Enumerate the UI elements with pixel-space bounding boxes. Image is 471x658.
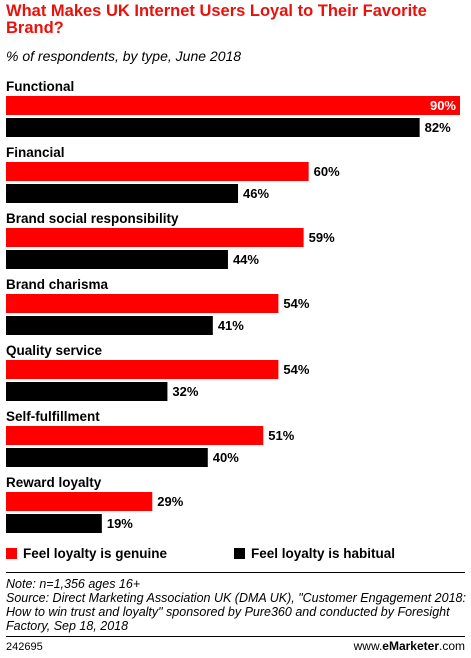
bar-genuine-functional — [6, 96, 460, 115]
bar-habitual-functional — [6, 118, 420, 137]
legend: Feel loyalty is genuine Feel loyalty is … — [6, 546, 466, 564]
legend-item-genuine: Feel loyalty is genuine — [6, 546, 167, 561]
chart-subtitle: % of respondents, by type, June 2018 — [6, 48, 242, 64]
brand-url: www.eMarketer.com — [354, 639, 465, 653]
value-label-habitual-functional: 82% — [425, 120, 451, 135]
divider-bottom — [6, 636, 465, 637]
bar-habitual-reward-loyalty — [6, 514, 102, 533]
bar-genuine-quality-service — [6, 360, 279, 379]
value-label-genuine-quality-service: 54% — [283, 362, 309, 377]
value-label-genuine-brand-charisma: 54% — [283, 296, 309, 311]
bar-habitual-brand-social-responsibility — [6, 250, 228, 269]
value-label-habitual-brand-social-responsibility: 44% — [233, 252, 259, 267]
legend-label-habitual: Feel loyalty is habitual — [251, 546, 396, 561]
notes: Note: n=1,356 ages 16+ Source: Direct Ma… — [6, 577, 466, 633]
value-label-habitual-brand-charisma: 41% — [218, 318, 244, 333]
bar-habitual-financial — [6, 184, 239, 203]
bar-genuine-financial — [6, 162, 309, 181]
note-source: Source: Direct Marketing Association UK … — [6, 591, 466, 633]
bar-genuine-self-fulfillment — [6, 426, 264, 445]
category-label-functional: Functional — [6, 79, 74, 94]
value-label-habitual-self-fulfillment: 40% — [213, 450, 239, 465]
category-label-quality-service: Quality service — [6, 343, 103, 358]
bar-genuine-reward-loyalty — [6, 492, 153, 511]
legend-swatch-genuine — [6, 548, 17, 559]
brand-prefix: www. — [353, 639, 383, 653]
value-label-genuine-reward-loyalty: 29% — [157, 494, 183, 509]
category-label-reward-loyalty: Reward loyalty — [6, 475, 102, 490]
value-label-genuine-self-fulfillment: 51% — [268, 428, 294, 443]
legend-label-genuine: Feel loyalty is genuine — [23, 546, 168, 561]
value-label-habitual-quality-service: 32% — [172, 384, 198, 399]
bar-habitual-brand-charisma — [6, 316, 213, 335]
bar-habitual-self-fulfillment — [6, 448, 208, 467]
value-label-genuine-brand-social-responsibility: 59% — [309, 230, 335, 245]
chart-title: What Makes UK Internet Users Loyal to Th… — [6, 2, 427, 37]
legend-swatch-habitual — [234, 548, 245, 559]
category-label-brand-social-responsibility: Brand social responsibility — [6, 211, 179, 226]
category-label-self-fulfillment: Self-fulfillment — [6, 409, 100, 424]
value-label-habitual-financial: 46% — [243, 186, 269, 201]
category-label-brand-charisma: Brand charisma — [6, 277, 109, 292]
note-sample: Note: n=1,356 ages 16+ — [6, 577, 141, 591]
legend-item-habitual: Feel loyalty is habitual — [234, 546, 395, 561]
brand-suffix: .com — [438, 639, 465, 653]
brand-name: eMarketer — [382, 639, 439, 653]
divider-top — [6, 572, 465, 573]
bar-habitual-quality-service — [6, 382, 168, 401]
value-label-genuine-financial: 60% — [314, 164, 340, 179]
value-label-habitual-reward-loyalty: 19% — [107, 516, 133, 531]
category-label-financial: Financial — [6, 145, 65, 160]
bar-genuine-brand-social-responsibility — [6, 228, 304, 247]
bar-genuine-brand-charisma — [6, 294, 279, 313]
bar-chart: Functional 90% 82% Financial 60% 46% Brand soc… — [6, 79, 460, 533]
value-label-genuine-functional: 90% — [430, 98, 456, 113]
chart-id: 242695 — [6, 641, 43, 653]
